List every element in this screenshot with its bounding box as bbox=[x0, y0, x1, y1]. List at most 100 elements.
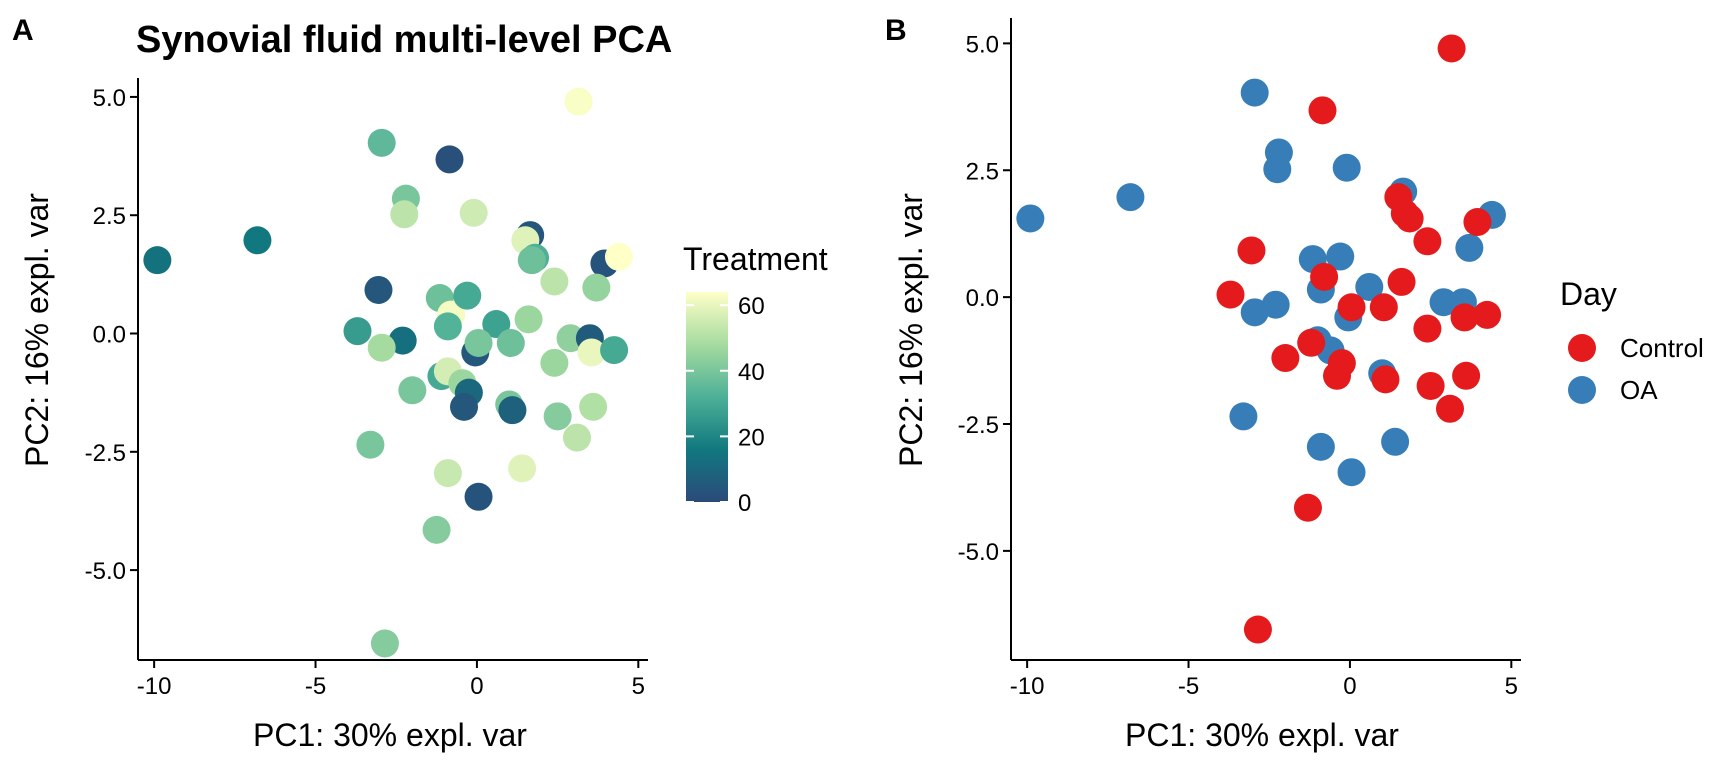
x-axis-b: -10 -5 0 5 bbox=[1010, 659, 1521, 700]
data-point bbox=[1337, 458, 1366, 487]
x-tick-label: 0 bbox=[470, 673, 483, 700]
data-point bbox=[482, 310, 511, 339]
data-point bbox=[143, 246, 172, 275]
y-tick-label: -2.5 bbox=[85, 440, 126, 467]
data-point bbox=[367, 333, 396, 362]
x-axis-title-a: PC1: 30% expl. var bbox=[253, 717, 527, 753]
data-point bbox=[356, 430, 385, 459]
data-point bbox=[1429, 288, 1458, 317]
data-point bbox=[1381, 427, 1410, 456]
data-point bbox=[1263, 155, 1292, 184]
colorbar bbox=[686, 292, 728, 502]
data-point bbox=[1323, 361, 1352, 390]
x-tick-label: -10 bbox=[1010, 673, 1045, 700]
data-point bbox=[498, 396, 527, 425]
data-point bbox=[1450, 303, 1479, 332]
data-point bbox=[1326, 242, 1355, 271]
data-point bbox=[1308, 96, 1337, 125]
data-point bbox=[1306, 432, 1335, 461]
data-point bbox=[435, 145, 464, 174]
data-point bbox=[1371, 365, 1400, 394]
data-point bbox=[453, 281, 482, 310]
data-point bbox=[556, 324, 585, 353]
legend-entry-control: Control bbox=[1568, 333, 1704, 363]
data-point bbox=[1293, 493, 1322, 522]
points-b bbox=[1016, 34, 1506, 644]
legend-key-oa bbox=[1568, 376, 1596, 404]
data-point bbox=[459, 198, 488, 227]
data-point bbox=[604, 242, 633, 271]
y-tick-label: 0.0 bbox=[93, 322, 126, 349]
y-tick-label: 5.0 bbox=[966, 31, 999, 58]
plot-area-b: -5.0 -2.5 0.0 2.5 5.0 -10 -5 0 5 bbox=[958, 18, 1521, 700]
data-point bbox=[514, 305, 543, 334]
legend-a: Treatment 0 20 40 60 bbox=[683, 241, 828, 517]
panel-b: B -5.0 -2.5 0.0 2.5 5.0 -10 -5 0 5 PC1: 30% exp… bbox=[885, 14, 1704, 753]
x-tick-label: 5 bbox=[632, 673, 645, 700]
data-point bbox=[1240, 298, 1269, 327]
y-tick-label: 5.0 bbox=[93, 85, 126, 112]
colorbar-tick-label: 0 bbox=[738, 490, 751, 517]
legend-label-oa: OA bbox=[1620, 375, 1658, 405]
data-point bbox=[1387, 267, 1416, 296]
data-point bbox=[1413, 314, 1442, 343]
data-point bbox=[450, 392, 479, 421]
data-point bbox=[564, 87, 593, 116]
colorbar-ticks: 0 20 40 60 bbox=[686, 293, 765, 517]
plot-area-a: -5.0 -2.5 0.0 2.5 5.0 -10 -5 0 5 bbox=[85, 78, 648, 700]
data-point bbox=[367, 128, 396, 157]
x-tick-label: -10 bbox=[137, 673, 172, 700]
x-axis-a: -10 -5 0 5 bbox=[137, 659, 648, 700]
y-tick-label: 2.5 bbox=[93, 203, 126, 230]
y-axis-b: -5.0 -2.5 0.0 2.5 5.0 bbox=[958, 18, 1012, 660]
panel-a-letter: A bbox=[12, 14, 34, 47]
data-point bbox=[600, 336, 629, 365]
legend-title-b: Day bbox=[1560, 276, 1617, 312]
y-tick-label: 0.0 bbox=[966, 285, 999, 312]
data-point bbox=[1310, 262, 1339, 291]
data-point bbox=[1243, 615, 1272, 644]
data-point bbox=[1355, 272, 1384, 301]
legend-entry-oa: OA bbox=[1568, 375, 1658, 405]
data-point bbox=[1395, 204, 1424, 233]
data-point bbox=[577, 338, 606, 367]
data-point bbox=[1237, 236, 1266, 265]
data-point bbox=[422, 515, 451, 544]
data-point bbox=[1229, 402, 1258, 431]
data-point bbox=[1332, 153, 1361, 182]
data-point bbox=[390, 200, 419, 229]
y-tick-label: -2.5 bbox=[958, 412, 999, 439]
x-axis-title-b: PC1: 30% expl. var bbox=[1125, 717, 1399, 753]
legend-b: Day Control OA bbox=[1560, 276, 1704, 405]
data-point bbox=[1435, 394, 1464, 423]
data-point bbox=[464, 482, 493, 511]
x-tick-label: 5 bbox=[1505, 673, 1518, 700]
x-tick-label: -5 bbox=[305, 673, 326, 700]
chart-title: Synovial fluid multi-level PCA bbox=[136, 19, 672, 61]
y-tick-label: -5.0 bbox=[958, 539, 999, 566]
data-point bbox=[1416, 371, 1445, 400]
x-tick-label: 0 bbox=[1343, 673, 1356, 700]
legend-label-control: Control bbox=[1620, 333, 1704, 363]
data-point bbox=[1455, 233, 1484, 262]
data-point bbox=[1452, 361, 1481, 390]
y-tick-label: -5.0 bbox=[85, 558, 126, 585]
data-point bbox=[1437, 34, 1466, 63]
data-point bbox=[1473, 300, 1502, 329]
data-point bbox=[517, 246, 546, 275]
data-point bbox=[243, 226, 272, 255]
data-point bbox=[370, 629, 399, 658]
colorbar-tick-label: 20 bbox=[738, 424, 765, 451]
y-axis-a: -5.0 -2.5 0.0 2.5 5.0 bbox=[85, 78, 139, 660]
data-point bbox=[579, 392, 608, 421]
data-point bbox=[364, 275, 393, 304]
data-point bbox=[1413, 227, 1442, 256]
data-point bbox=[496, 328, 525, 357]
panel-b-letter: B bbox=[885, 14, 907, 47]
points-a bbox=[143, 87, 633, 658]
data-point bbox=[433, 312, 462, 341]
data-point bbox=[343, 317, 372, 346]
data-point bbox=[543, 402, 572, 431]
data-point bbox=[540, 267, 569, 296]
